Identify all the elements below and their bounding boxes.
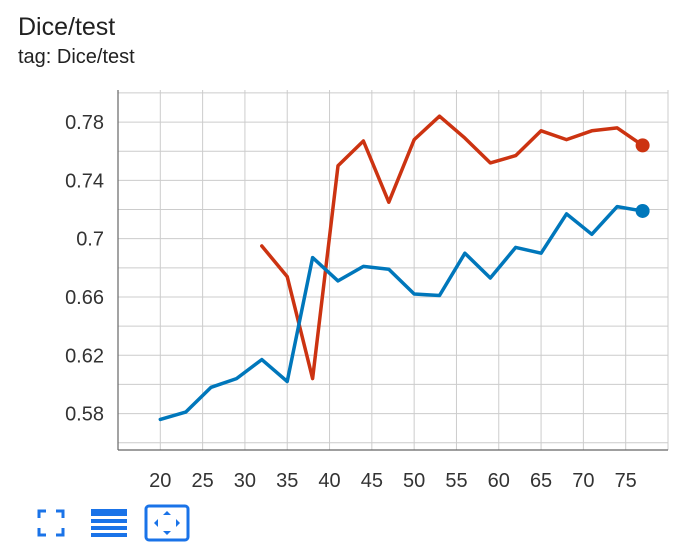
- fit-domain-icon: [144, 504, 190, 542]
- fullscreen-button[interactable]: [28, 500, 74, 546]
- y-tick-label: 0.7: [76, 229, 104, 251]
- series-line-1: [260, 114, 645, 381]
- x-tick-label: 35: [276, 470, 298, 492]
- series-end-marker-2[interactable]: [635, 203, 650, 218]
- x-tick-label: 70: [572, 470, 594, 492]
- y-tick-label: 0.78: [65, 112, 104, 134]
- fullscreen-icon: [37, 509, 65, 537]
- x-tick-label: 20: [149, 470, 171, 492]
- x-tick-label: 50: [403, 470, 425, 492]
- x-tick-label: 60: [488, 470, 510, 492]
- x-tick-label: 65: [530, 470, 552, 492]
- series-end-marker-1[interactable]: [635, 138, 650, 153]
- y-tick-label: 0.62: [65, 345, 104, 367]
- chart-tag: tag: Dice/test: [18, 46, 135, 68]
- y-tick-label: 0.58: [65, 404, 104, 426]
- x-tick-label: 30: [234, 470, 256, 492]
- x-tick-label: 25: [191, 470, 213, 492]
- line-chart: 0.58 0.62 0.66 0.7 0.74 0.78 20 25 30 35 40 45 50 55 6…: [65, 90, 669, 492]
- x-tick-label: 55: [445, 470, 467, 492]
- y-tick-label: 0.66: [65, 287, 104, 309]
- x-tick-label: 75: [615, 470, 637, 492]
- x-tick-label: 40: [318, 470, 340, 492]
- tick-label-layer: 0.58 0.62 0.66 0.7 0.74 0.78 20 25 30 35 40 45 50 55 6…: [65, 112, 637, 492]
- y-tick-label: 0.74: [65, 170, 104, 192]
- data-table-icon: [91, 509, 127, 537]
- x-tick-label: 45: [361, 470, 383, 492]
- fit-domain-button[interactable]: [144, 500, 190, 546]
- chart-title: Dice/test: [18, 13, 116, 41]
- series-line-2: [158, 204, 645, 422]
- chart-toolbar: [28, 500, 202, 546]
- series-layer: [158, 114, 650, 422]
- axis-layer: [117, 90, 668, 451]
- toggle-data-table-button[interactable]: [86, 500, 132, 546]
